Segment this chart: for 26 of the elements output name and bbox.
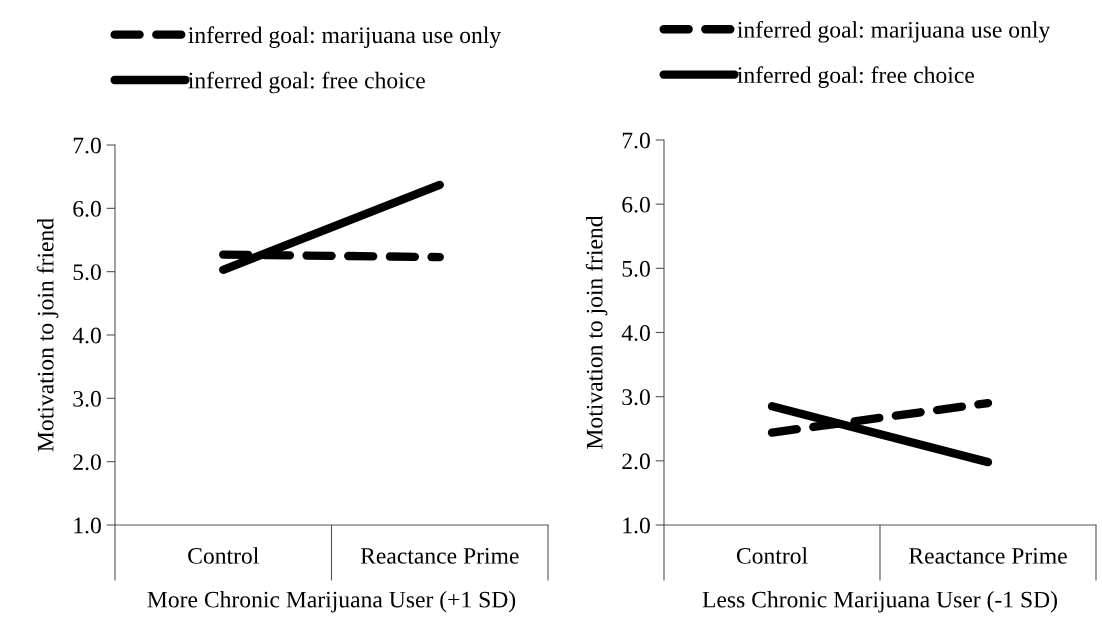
- y-tick-label: 3.0: [73, 390, 101, 407]
- x-axis-title: More Chronic Marijuana User (+1 SD): [147, 590, 516, 613]
- y-tick-label: 4.0: [72, 327, 101, 344]
- x-tick-label: Control: [736, 547, 808, 564]
- y-tick-label: 6.0: [73, 200, 101, 217]
- legend-label: inferred goal: free choice: [737, 66, 974, 88]
- x-tick-label: Reactance Prime: [909, 547, 1067, 564]
- y-tick-label: 5.0: [622, 260, 650, 277]
- y-tick-label: 7.0: [73, 137, 101, 154]
- legend-label: inferred goal: marijuana use only: [188, 26, 502, 49]
- y-tick-label: 6.0: [622, 196, 650, 213]
- y-tick-label: 5.0: [73, 264, 101, 281]
- x-tick-label: Reactance Prime: [360, 547, 519, 564]
- y-tick-label: 1.0: [74, 517, 101, 534]
- y-tick-label: 1.0: [623, 517, 650, 534]
- y-axis-title: Motivation to join friend: [36, 218, 59, 452]
- y-tick-label: 7.0: [622, 132, 650, 149]
- y-tick-label: 3.0: [622, 389, 650, 406]
- x-tick-label: Control: [188, 547, 259, 564]
- legend-label: inferred goal: free choice: [188, 71, 425, 94]
- y-tick-label: 4.0: [621, 324, 650, 342]
- x-axis-title: Less Chronic Marijuana User (-1 SD): [702, 590, 1057, 613]
- y-tick-label: 2.0: [73, 454, 101, 471]
- y-tick-label: 2.0: [622, 453, 650, 470]
- y-axis-title: Motivation to join friend: [585, 215, 608, 449]
- legend-label: inferred goal: marijuana use only: [737, 20, 1051, 43]
